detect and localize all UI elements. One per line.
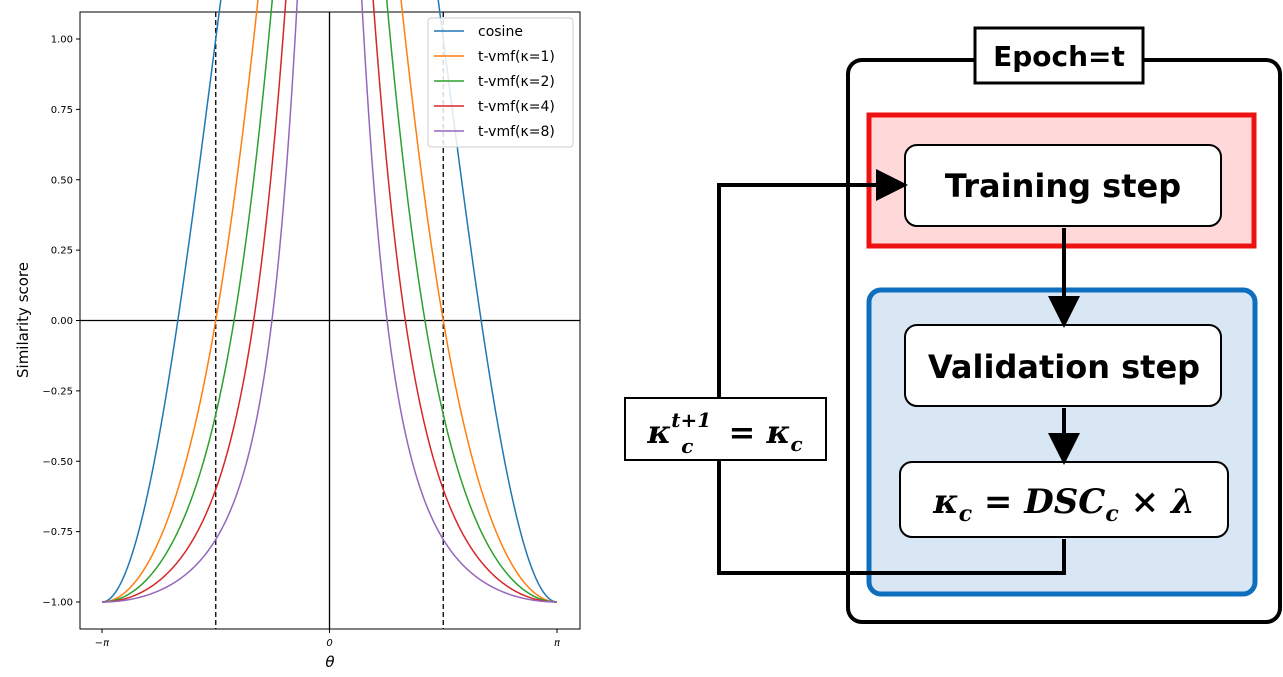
kappa-current-subscript: c: [790, 432, 802, 456]
times-lambda: ×: [1119, 482, 1171, 522]
legend-label: t-vmf(κ=8): [478, 124, 555, 140]
kappa-next-subscript: c: [681, 434, 693, 458]
series-line: [101, 0, 558, 603]
x-axis-ticks: −π 0 π: [95, 629, 561, 649]
equals-kappa: =: [717, 413, 766, 451]
y-tick-label: −1.00: [42, 598, 73, 609]
dsc-subscript: c: [1105, 501, 1119, 527]
legend-label: cosine: [478, 24, 523, 40]
feedback-loop-arrow: [717, 169, 1066, 575]
y-tick-label: 0.75: [51, 105, 73, 116]
y-tick-label: 0.50: [51, 175, 73, 186]
series-lines: [101, 0, 558, 603]
y-tick-label: −0.75: [42, 527, 73, 538]
x-tick-label: −π: [95, 638, 110, 649]
y-tick-label: −0.50: [42, 457, 73, 468]
legend: cosine t-vmf(κ=1) t-vmf(κ=2) t-vmf(κ=4) t-vm…: [427, 17, 574, 148]
y-axis-label: Similarity score: [14, 262, 32, 378]
series-line: [102, 0, 557, 603]
kappa-next-box: [624, 397, 827, 461]
x-tick-label: 0: [326, 638, 332, 649]
legend-label: t-vmf(κ=2): [478, 74, 555, 90]
equals-dsc: =: [972, 482, 1024, 522]
kappa-next-superscript: t+1: [671, 408, 711, 432]
legend-label: t-vmf(κ=1): [478, 49, 555, 65]
y-tick-label: 0.25: [51, 246, 73, 257]
y-axis-ticks: 1.00 0.75 0.50 0.25 0.00 −0.25 −0.50 −0.75 −1.00: [42, 35, 80, 609]
series-line: [101, 0, 558, 603]
epoch-label-box: [973, 26, 1145, 85]
kappa-next-formula: κt+1 c = κc: [646, 408, 802, 458]
kappa-update-formula: κc = DSCc × λ: [932, 482, 1195, 527]
training-flow-diagram: Epoch=t Training step Validation step κc…: [624, 26, 1282, 624]
epoch-label: Epoch=t: [993, 40, 1125, 73]
validation-step-label: Validation step: [928, 348, 1200, 386]
kappa-current-symbol: κ: [766, 413, 791, 451]
similarity-chart: 1.00 0.75 0.50 0.25 0.00 −0.25 −0.50 −0.75 −1.00…: [14, 0, 581, 671]
x-axis-label: θ: [325, 653, 334, 671]
y-tick-label: 0.00: [51, 316, 73, 327]
series-line: [101, 0, 558, 603]
legend-label: t-vmf(κ=4): [478, 99, 555, 115]
y-tick-label: 1.00: [51, 35, 73, 46]
training-step-label: Training step: [945, 167, 1181, 205]
kappa-next-symbol: κ: [646, 413, 671, 451]
lambda-symbol: λ: [1169, 482, 1195, 522]
kappa-symbol: κ: [932, 482, 958, 522]
legend-box: [427, 17, 574, 148]
series-line: [101, 0, 558, 603]
dsc-symbol: DSC: [1023, 482, 1105, 522]
kappa-subscript: c: [959, 501, 973, 527]
y-tick-label: −0.25: [42, 386, 73, 397]
x-tick-label: π: [554, 638, 561, 649]
